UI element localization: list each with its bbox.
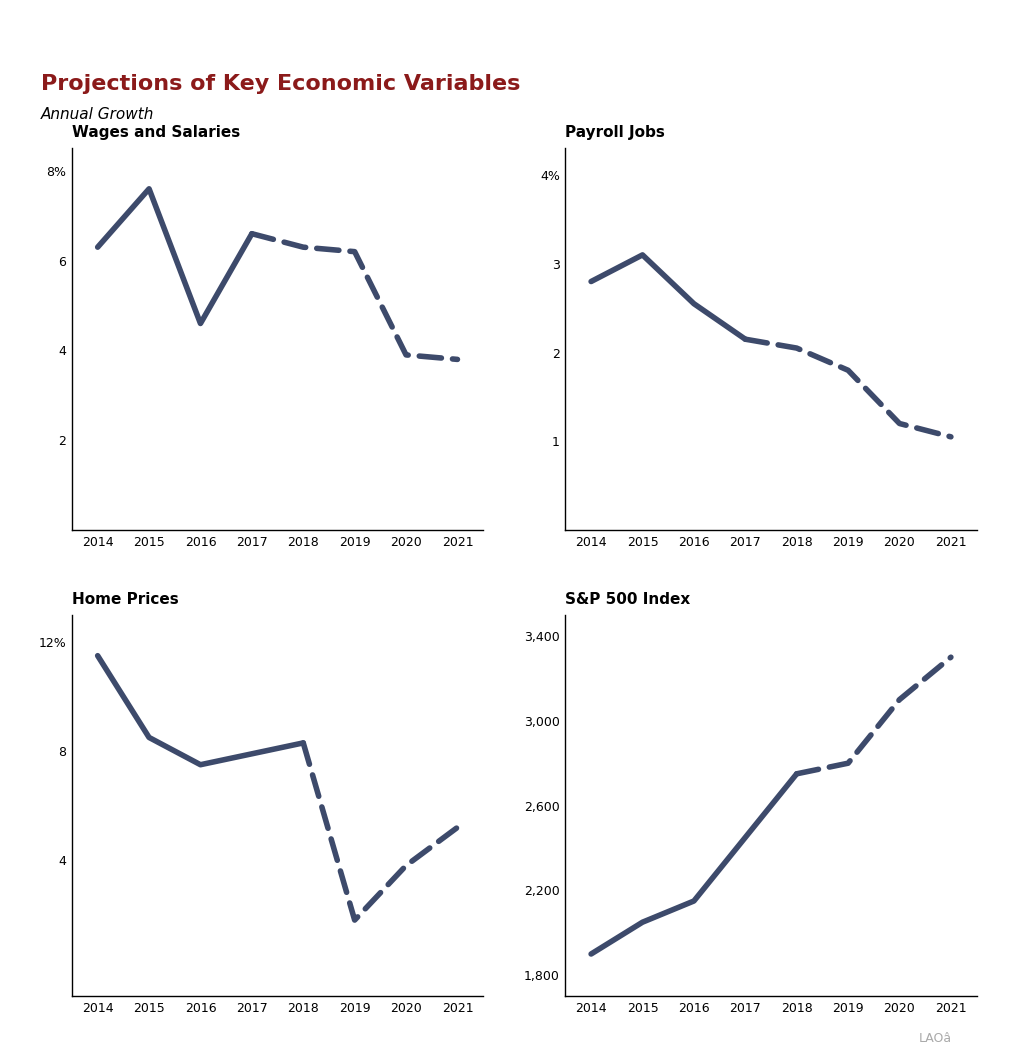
Text: Wages and Salaries: Wages and Salaries: [72, 125, 241, 140]
Text: Home Prices: Home Prices: [72, 591, 179, 606]
Text: LAOâ: LAOâ: [919, 1032, 952, 1045]
Text: Payroll Jobs: Payroll Jobs: [565, 125, 665, 140]
Text: Annual Growth: Annual Growth: [41, 107, 154, 122]
Text: Figure 4: Figure 4: [13, 15, 90, 33]
Text: Projections of Key Economic Variables: Projections of Key Economic Variables: [41, 74, 520, 94]
Text: S&P 500 Index: S&P 500 Index: [565, 591, 691, 606]
